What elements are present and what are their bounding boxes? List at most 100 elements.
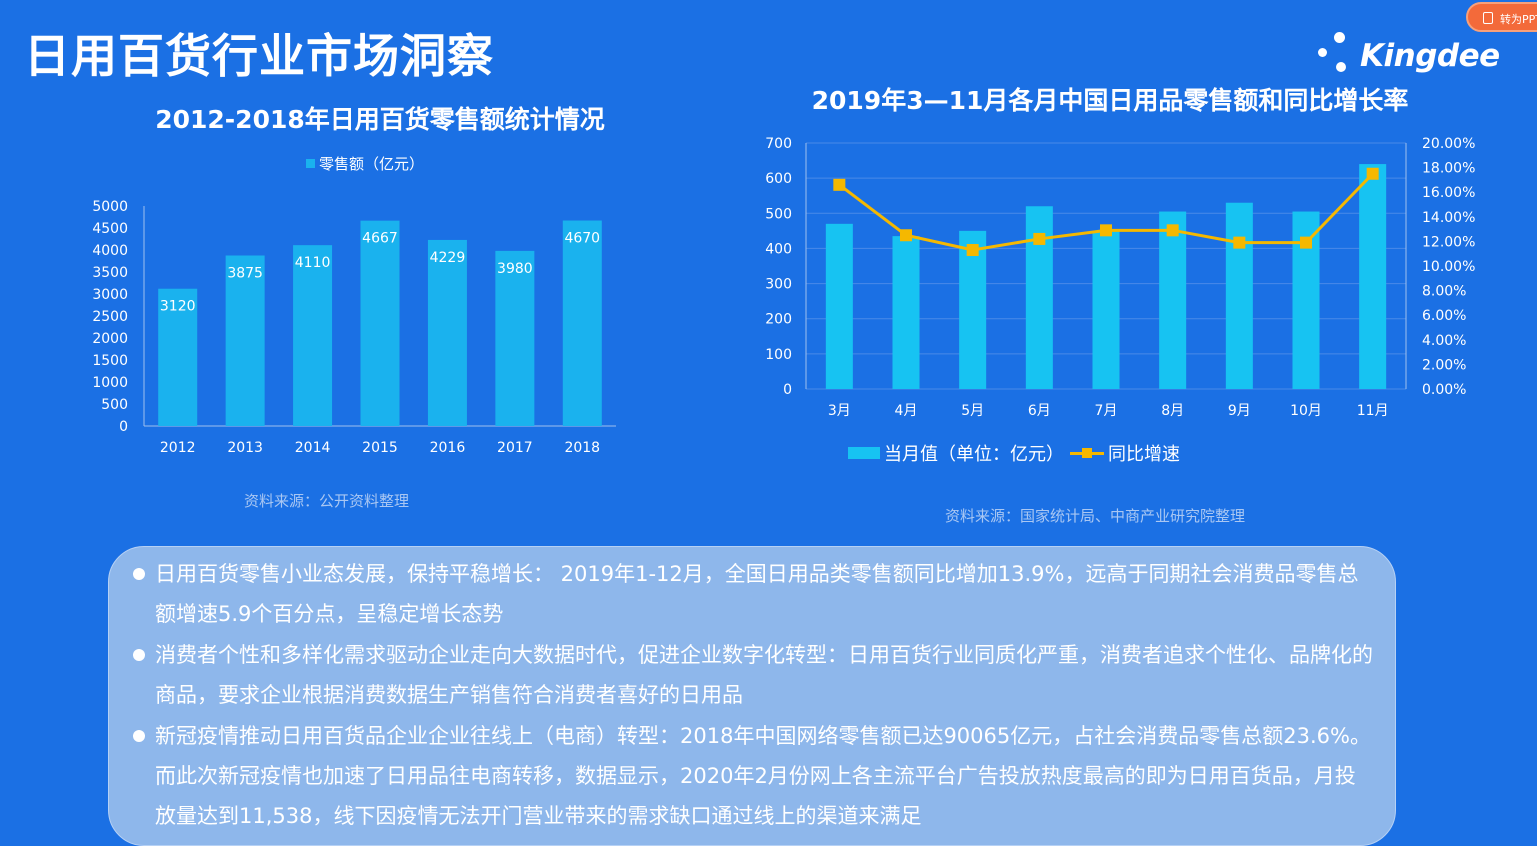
bullet-dot <box>133 649 145 661</box>
bar <box>1092 230 1120 389</box>
y-tick-label: 3500 <box>92 265 128 281</box>
bar <box>825 223 853 389</box>
bar-value-label: 3120 <box>160 299 196 315</box>
x-tick-label: 6月 <box>1028 403 1051 419</box>
y2-tick-label: 14.00% <box>1422 210 1475 226</box>
left-chart-source: 资料来源：公开资料整理 <box>244 492 410 510</box>
bar-value-label: 3980 <box>497 261 533 277</box>
legend-line-swatch <box>1070 447 1104 459</box>
x-tick-label: 5月 <box>961 403 984 419</box>
x-tick-label: 7月 <box>1095 403 1118 419</box>
x-tick-label: 11月 <box>1357 403 1389 419</box>
x-tick-label: 2015 <box>362 440 398 456</box>
y2-tick-label: 20.00% <box>1422 136 1475 152</box>
growth-marker <box>900 229 912 242</box>
right-combo-chart: 0 100 200 300 400 500 600 700 0.00% 2.00% 4.00% 6.0… <box>765 136 1475 419</box>
y2-tick-label: 0.00% <box>1422 382 1466 398</box>
x-tick-label: 2012 <box>160 440 196 456</box>
bullet-text: 新冠疫情推动日用百货品企业企业往线上（电商）转型：2018年中国网络零售额已达9… <box>155 724 1371 828</box>
page-title: 日用百货行业市场洞察 <box>24 29 494 83</box>
right-chart-source: 资料来源：国家统计局、中商产业研究院整理 <box>945 507 1246 525</box>
y2-tick-label: 8.00% <box>1422 284 1466 300</box>
logo-dot <box>1318 48 1327 57</box>
right-chart-legend: 当月值（单位：亿元） 同比增速 <box>848 440 1180 466</box>
bar <box>293 245 333 426</box>
x-tick-label: 2016 <box>430 440 466 456</box>
growth-marker <box>1300 236 1312 249</box>
bar <box>892 236 920 389</box>
bar <box>495 250 535 426</box>
logo-dot <box>1336 62 1346 72</box>
left-chart-title: 2012-2018年日用百货零售额统计情况 <box>155 105 605 134</box>
x-tick-label: 2013 <box>227 440 263 456</box>
y-tick-label: 700 <box>765 136 792 152</box>
growth-marker <box>1366 167 1379 180</box>
bar <box>1359 164 1387 389</box>
x-tick-label: 2014 <box>295 440 331 456</box>
convert-to-ppt-button[interactable]: 转为PPT <box>1466 2 1537 32</box>
y-tick-label: 1000 <box>92 375 128 391</box>
bar <box>360 220 400 426</box>
x-tick-label: 3月 <box>828 403 851 419</box>
left-chart-legend: 零售额（亿元） <box>306 153 424 174</box>
document-icon <box>1483 12 1493 24</box>
legend-swatch <box>306 159 315 168</box>
y2-tick-label: 10.00% <box>1422 259 1475 275</box>
bar <box>959 230 987 389</box>
y2-tick-label: 4.00% <box>1422 333 1466 349</box>
y-tick-label: 600 <box>765 171 792 187</box>
bar-value-label: 4667 <box>362 231 398 247</box>
bullet-text: 消费者个性和多样化需求驱动企业走向大数据时代，促进企业数字化转型：日用百货行业同… <box>155 643 1373 707</box>
kingdee-logo: Kingdee <box>1316 30 1500 80</box>
legend-label: 零售额（亿元） <box>319 155 425 173</box>
bar <box>427 239 467 426</box>
bar <box>562 220 602 426</box>
y2-tick-label: 18.00% <box>1422 161 1475 177</box>
growth-marker <box>1100 224 1112 237</box>
right-chart-title-text: 2019年3—11月各月中国日用品零售额和同比增长率 <box>811 86 1409 115</box>
y-tick-label: 200 <box>765 312 792 328</box>
legend-line-label: 同比增速 <box>1108 444 1180 465</box>
y-tick-label: 1500 <box>92 353 128 369</box>
bullet-dot <box>133 568 145 580</box>
y-tick-label: 4500 <box>92 221 128 237</box>
y-tick-label: 5000 <box>92 199 128 215</box>
convert-button-label: 转为PPT <box>1500 13 1537 26</box>
y2-tick-label: 12.00% <box>1422 234 1475 250</box>
legend-bar-swatch <box>848 447 880 459</box>
y2-tick-label: 6.00% <box>1422 308 1466 324</box>
bar-value-label: 4670 <box>564 231 600 247</box>
y-tick-label: 400 <box>765 241 792 257</box>
x-tick-label: 4月 <box>895 403 918 419</box>
logo-dot <box>1334 32 1345 43</box>
bar <box>1225 202 1253 389</box>
y-tick-label: 2000 <box>92 331 128 347</box>
logo-text: Kingdee <box>1360 38 1500 74</box>
y-tick-label: 100 <box>765 347 792 363</box>
insights-box: 日用百货零售小业态发展，保持平稳增长： 2019年1-12月，全国日用品类零售额… <box>108 546 1396 846</box>
legend-bar-label: 当月值（单位：亿元） <box>884 444 1064 465</box>
growth-marker <box>833 178 846 191</box>
bar-value-label: 4110 <box>295 255 331 271</box>
y-tick-label: 3000 <box>92 287 128 303</box>
y-tick-label: 300 <box>765 277 792 293</box>
bullet-dot <box>133 730 145 742</box>
y-tick-label: 2500 <box>92 309 128 325</box>
y2-tick-label: 2.00% <box>1422 357 1466 373</box>
x-tick-label: 2017 <box>497 440 533 456</box>
growth-marker <box>1166 224 1179 237</box>
x-tick-label: 10月 <box>1290 403 1322 419</box>
y-tick-label: 4000 <box>92 243 128 259</box>
bar-value-label: 3875 <box>227 266 263 282</box>
y2-tick-label: 16.00% <box>1422 185 1475 201</box>
x-tick-label: 8月 <box>1161 403 1184 419</box>
left-bar-chart: 0 500 1000 1500 2000 2500 3000 3500 4000 4500 5000… <box>92 199 616 456</box>
bullet-text: 日用百货零售小业态发展，保持平稳增长： 2019年1-12月，全国日用品类零售额… <box>155 562 1359 626</box>
bar-value-label: 4229 <box>430 250 466 266</box>
right-chart-title: 2019年3—11月各月中国日用品零售额和同比增长率 <box>810 84 1410 118</box>
x-tick-label: 9月 <box>1228 403 1251 419</box>
growth-marker <box>966 244 979 257</box>
y-tick-label: 0 <box>119 419 128 435</box>
growth-marker <box>1033 232 1046 245</box>
bar <box>158 288 198 426</box>
